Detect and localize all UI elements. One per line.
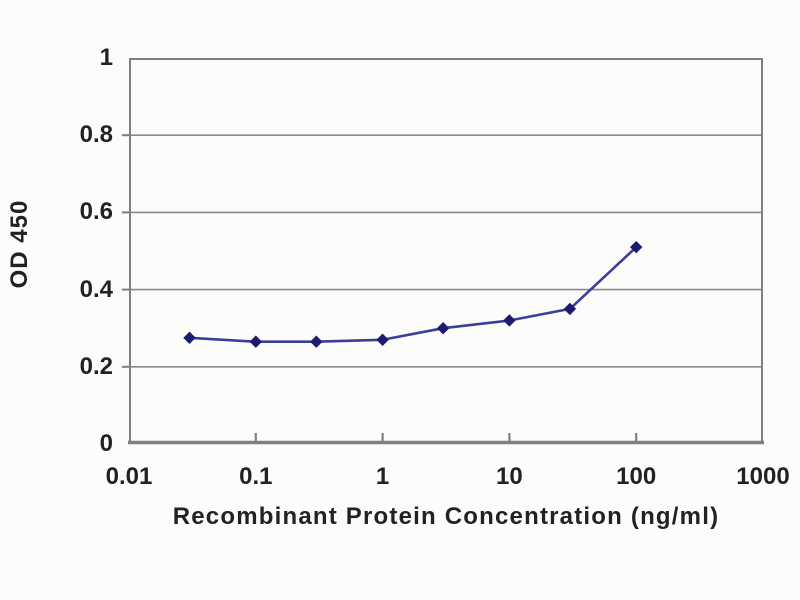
y-tick-label: 0.8 xyxy=(79,121,113,149)
x-tick-label: 0.1 xyxy=(239,463,273,490)
x-tick-label: 10 xyxy=(496,463,523,490)
x-tick-label: 1 xyxy=(375,463,390,490)
plot-border xyxy=(129,58,763,444)
data-point-marker xyxy=(183,331,196,345)
x-tick-label: 0.01 xyxy=(105,463,153,490)
x-tick-label: 100 xyxy=(616,463,657,490)
y-tick-label: 0.6 xyxy=(79,198,113,226)
y-tick-label: 0 xyxy=(99,430,113,457)
x-axis-title: Recombinant Protein Concentration (ng/ml… xyxy=(172,503,720,530)
data-point-marker xyxy=(436,322,450,335)
y-tick-label: 1 xyxy=(99,44,113,71)
data-point-marker xyxy=(376,333,389,346)
plot-area xyxy=(122,58,764,445)
data-point-marker xyxy=(310,335,323,348)
y-tick-label: 0.4 xyxy=(79,275,113,303)
y-tick-label: 0.2 xyxy=(79,352,113,380)
series-line xyxy=(188,245,638,344)
data-point-marker xyxy=(249,335,262,348)
data-point-marker xyxy=(503,314,516,327)
line-series-svg xyxy=(122,58,764,445)
x-tick-label: 1000 xyxy=(736,463,790,490)
